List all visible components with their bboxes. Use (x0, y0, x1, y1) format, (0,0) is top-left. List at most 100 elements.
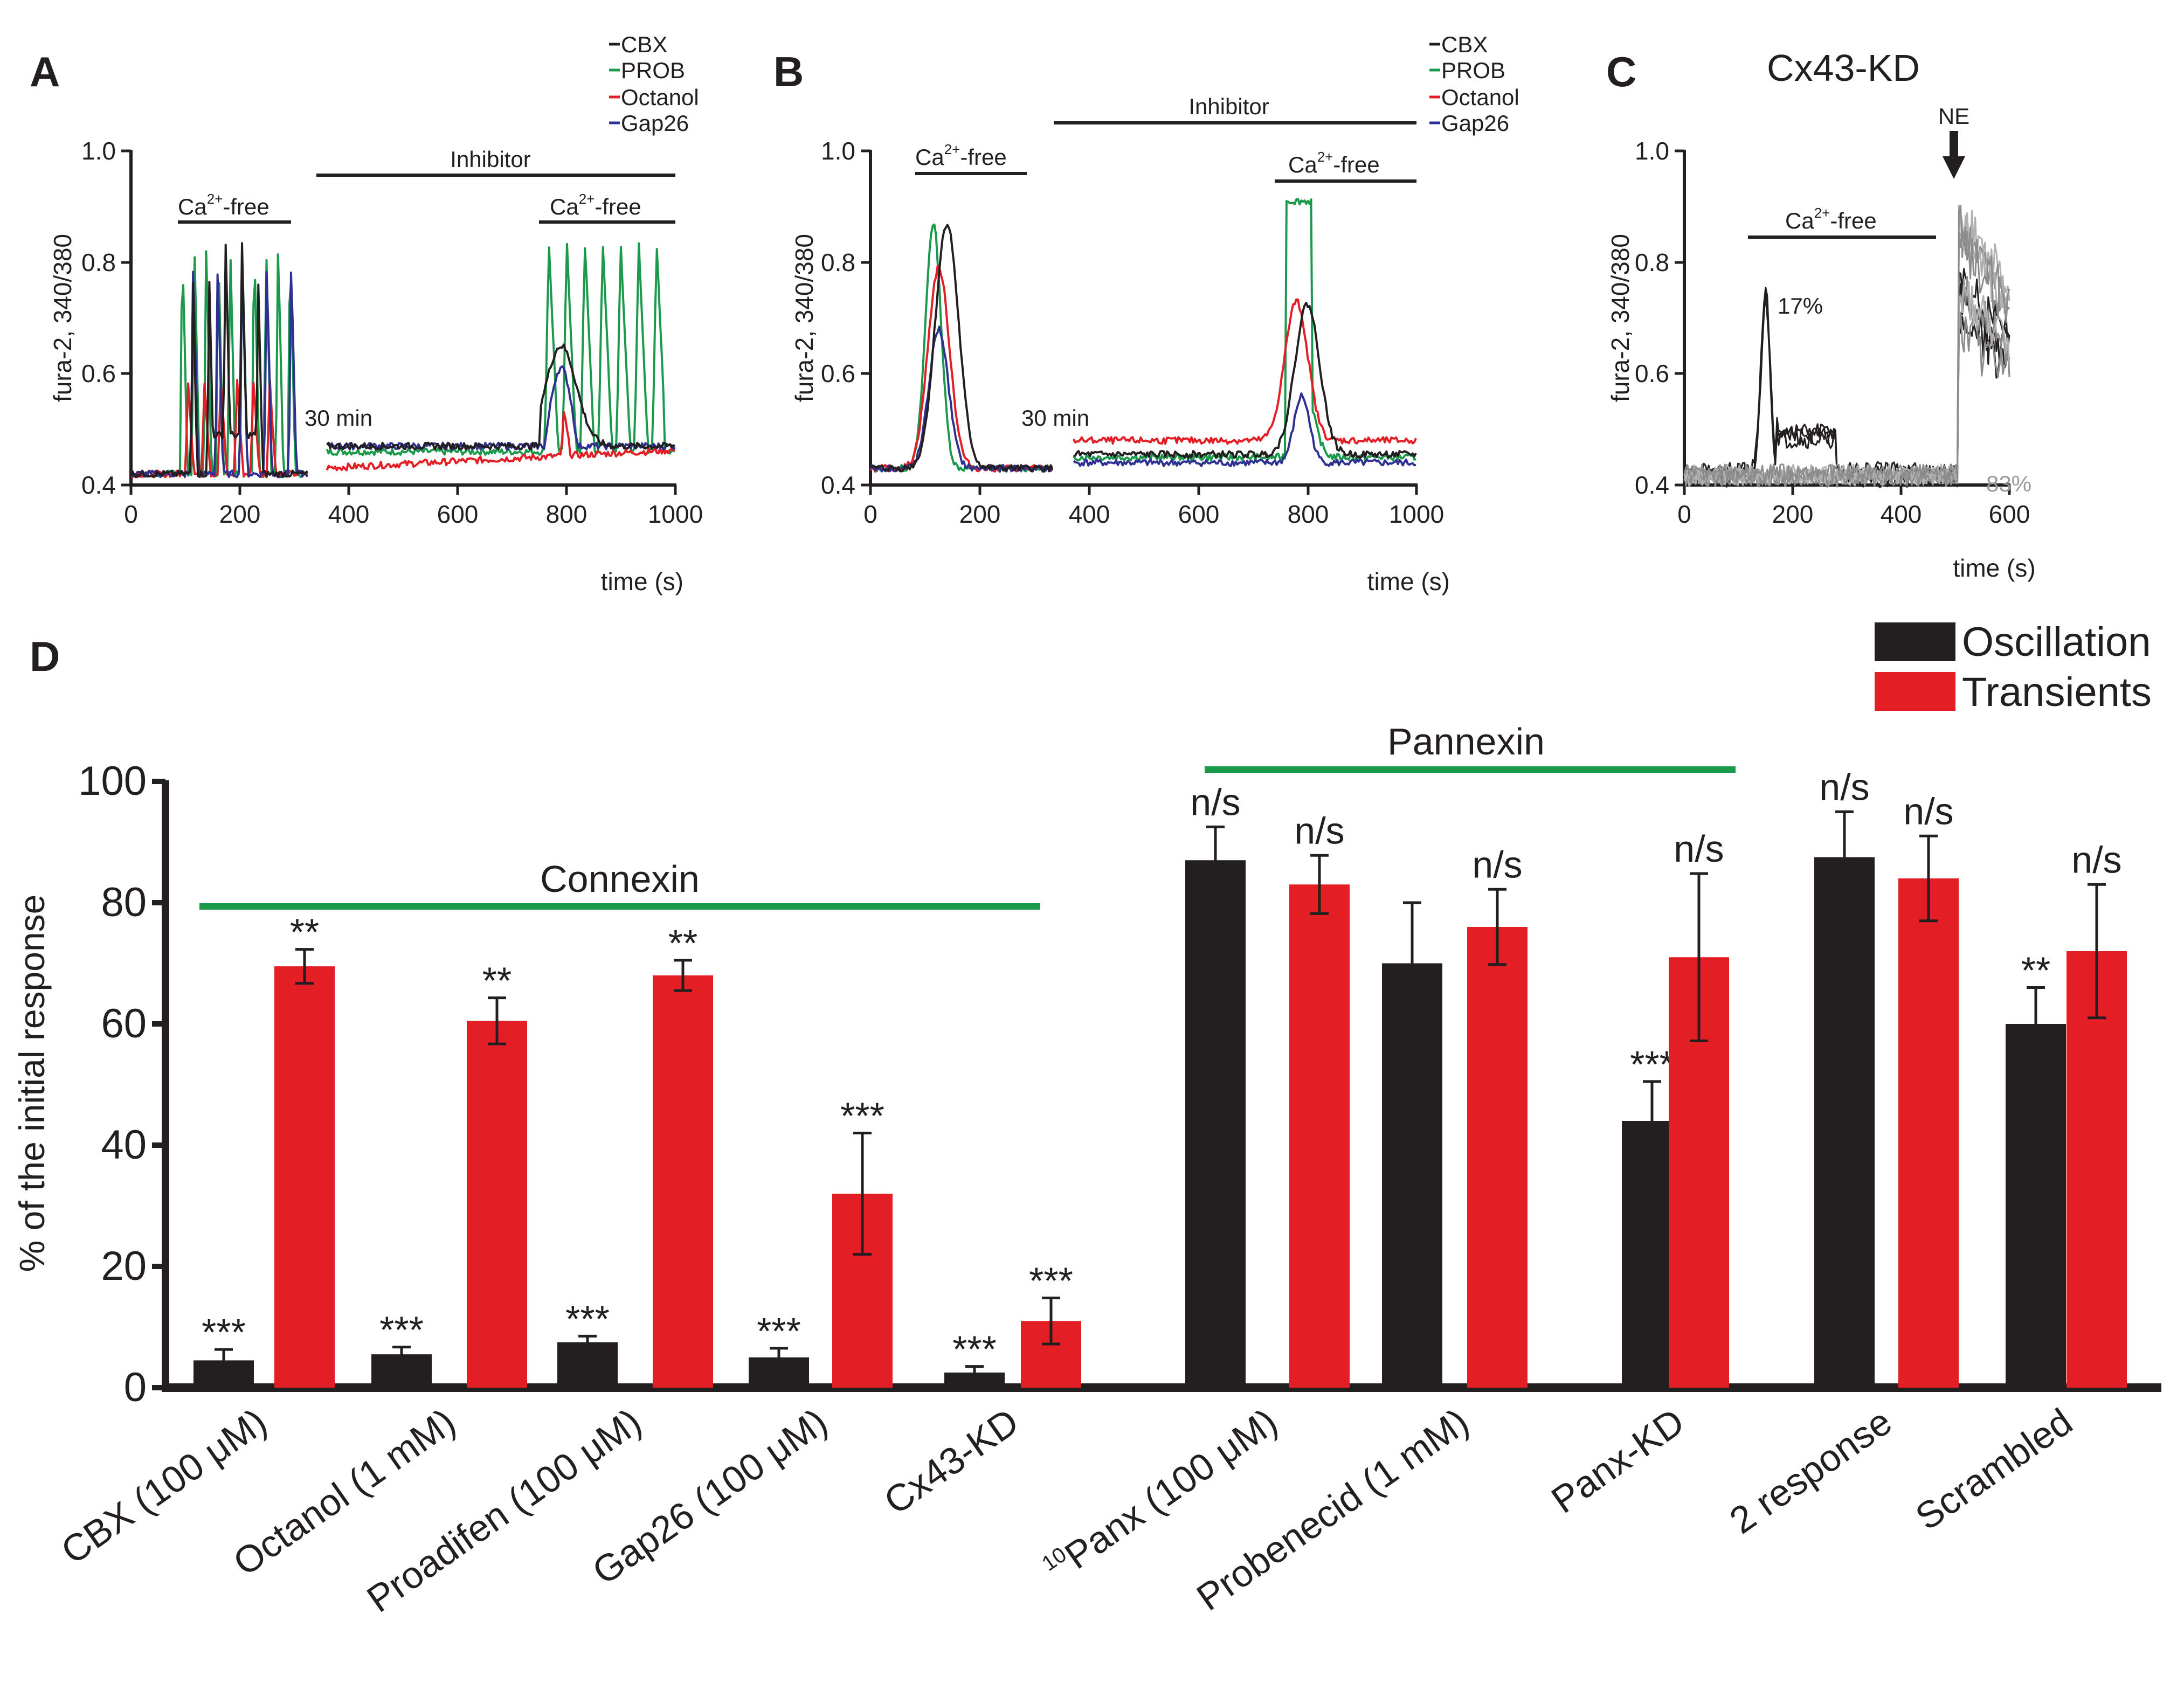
y-tick-label: 60 (101, 1001, 147, 1047)
trace-nonresponder (1683, 226, 2010, 482)
x-tick-label: 1000 (648, 500, 703, 528)
x-tick-label: 800 (546, 500, 588, 528)
legend-swatch-oscillation (1875, 622, 1955, 661)
significance-label: *** (1630, 1043, 1674, 1085)
panel-c: C Cx43-KD 0.4 0.6 0.8 1.0 0 200 400 600 … (1606, 47, 2036, 582)
trace-octanol (1073, 298, 1417, 445)
trace-gap26 (1073, 392, 1416, 467)
panel-a: A CBX PROB Octanol Gap26 0.4 0.6 0.8 1.0 (30, 32, 703, 595)
oscillation-bar (1382, 963, 1442, 1388)
y-tick-label: 1.0 (821, 137, 855, 165)
trace-nonresponder (1683, 281, 2010, 482)
x-tick-label: 0 (863, 500, 877, 528)
trace-gap26 (130, 271, 309, 479)
x-tick-label: 600 (437, 500, 479, 528)
panel-d-legend: Oscillation Transients (1875, 619, 2152, 715)
panel-b-y-axis-title: fura-2, 340/380 (790, 234, 818, 402)
y-tick-label: 20 (101, 1243, 147, 1289)
transients-bar (1898, 878, 1959, 1388)
y-tick-label: 0.6 (81, 359, 116, 387)
trace-nonresponder (1683, 311, 2010, 488)
panel-c-ca-free-label: Ca2+-free (1785, 205, 1877, 233)
transients-bar (467, 1021, 527, 1388)
panel-a-traces (130, 242, 676, 479)
y-tick-label: 80 (101, 879, 147, 925)
oscillation-bar (1814, 857, 1875, 1388)
legend-label-transients: Transients (1962, 669, 2152, 715)
significance-label: n/s (1903, 790, 1953, 832)
category-label: 2 response (1722, 1400, 1899, 1542)
panel-c-x-axis-title: time (s) (1953, 554, 2035, 582)
panel-a-x-ticks: 0 200 400 600 800 1000 (124, 485, 703, 528)
category-label: Scrambled (1908, 1400, 2080, 1538)
panel-c-title: Cx43-KD (1767, 47, 1920, 89)
panel-b-letter: B (773, 48, 804, 95)
legend-label-octanol: Octanol (621, 85, 699, 110)
x-tick-label: 400 (1881, 500, 1922, 528)
significance-label: *** (1029, 1260, 1073, 1302)
trace-octanol (869, 265, 1054, 473)
trace-nonresponder (1683, 275, 2010, 486)
panel-a-y-ticks: 0.4 0.6 0.8 1.0 (81, 137, 131, 499)
oscillation-bar (1185, 860, 1246, 1388)
trace-prob (326, 242, 676, 456)
panel-b-x-ticks: 0 200 400 600 800 1000 (863, 485, 1444, 528)
x-tick-label: 1000 (1389, 500, 1444, 528)
significance-label: n/s (1472, 843, 1522, 885)
panel-c-pct-responders: 17% (1778, 293, 1823, 318)
legend-label-prob: PROB (1441, 58, 1505, 83)
x-tick-label: 0 (1677, 500, 1691, 528)
legend-label-gap26: Gap26 (621, 110, 689, 136)
panel-c-ne-label: NE (1938, 103, 1969, 129)
category-label: Panx-KD (1544, 1400, 1691, 1521)
trace-cbx (870, 224, 1054, 473)
transients-bar (1289, 884, 1350, 1388)
significance-label: *** (565, 1298, 610, 1340)
panel-d-y-ticks: 0 20 40 60 80 100 (78, 758, 165, 1410)
significance-label: ** (290, 911, 319, 953)
panel-c-x-ticks: 0 200 400 600 (1677, 485, 2030, 528)
panel-d-category-labels: CBX (100 μM)Octanol (1 mM)Proadifen (100… (53, 1400, 2079, 1620)
significance-label: ** (2021, 950, 2050, 992)
panel-b-traces (869, 198, 1417, 473)
panel-c-y-ticks: 0.4 0.6 0.8 1.0 (1635, 137, 1684, 499)
trace-octanol (326, 411, 676, 472)
x-tick-label: 600 (1178, 500, 1220, 528)
panel-b-inhibitor-label: Inhibitor (1188, 94, 1269, 119)
significance-label: n/s (1294, 809, 1344, 851)
y-tick-label: 0.4 (1635, 471, 1669, 499)
panel-d-y-axis-title: % of the initial response (12, 895, 52, 1272)
significance-label: n/s (1674, 828, 1724, 870)
trace-prob (1073, 198, 1416, 462)
panel-b-ca-free-label-1: Ca2+-free (915, 141, 1007, 170)
legend-label-octanol: Octanol (1441, 85, 1519, 110)
panel-c-traces (1683, 204, 2010, 488)
trace-cbx (130, 242, 308, 479)
legend-label-cbx: CBX (621, 32, 667, 57)
panel-a-y-axis-title: fura-2, 340/380 (49, 234, 77, 402)
x-tick-label: 800 (1288, 500, 1329, 528)
significance-label: n/s (2071, 839, 2121, 881)
category-label: Cx43-KD (876, 1400, 1026, 1522)
y-tick-label: 0.4 (821, 471, 855, 499)
significance-label: *** (757, 1310, 801, 1352)
legend-label-prob: PROB (621, 58, 685, 83)
significance-label: *** (379, 1309, 424, 1351)
panel-c-y-axis-title: fura-2, 340/380 (1606, 234, 1634, 402)
x-tick-label: 400 (1069, 500, 1110, 528)
y-tick-label: 0.6 (821, 359, 855, 387)
y-tick-label: 40 (101, 1122, 147, 1168)
x-tick-label: 0 (124, 500, 138, 528)
trace-gap26 (326, 365, 676, 451)
y-tick-label: 0.6 (1635, 359, 1669, 387)
panel-a-x-axis-title: time (s) (601, 567, 683, 595)
legend-swatch-transients (1875, 672, 1955, 711)
x-tick-label: 200 (1772, 500, 1814, 528)
significance-label: ** (482, 960, 512, 1002)
transients-bar (2066, 951, 2127, 1388)
panel-d-letter: D (30, 633, 60, 680)
legend-label-oscillation: Oscillation (1962, 619, 2151, 665)
y-tick-label: 0.8 (1635, 248, 1669, 276)
legend-label-gap26: Gap26 (1441, 110, 1509, 136)
significance-label: *** (952, 1328, 997, 1370)
